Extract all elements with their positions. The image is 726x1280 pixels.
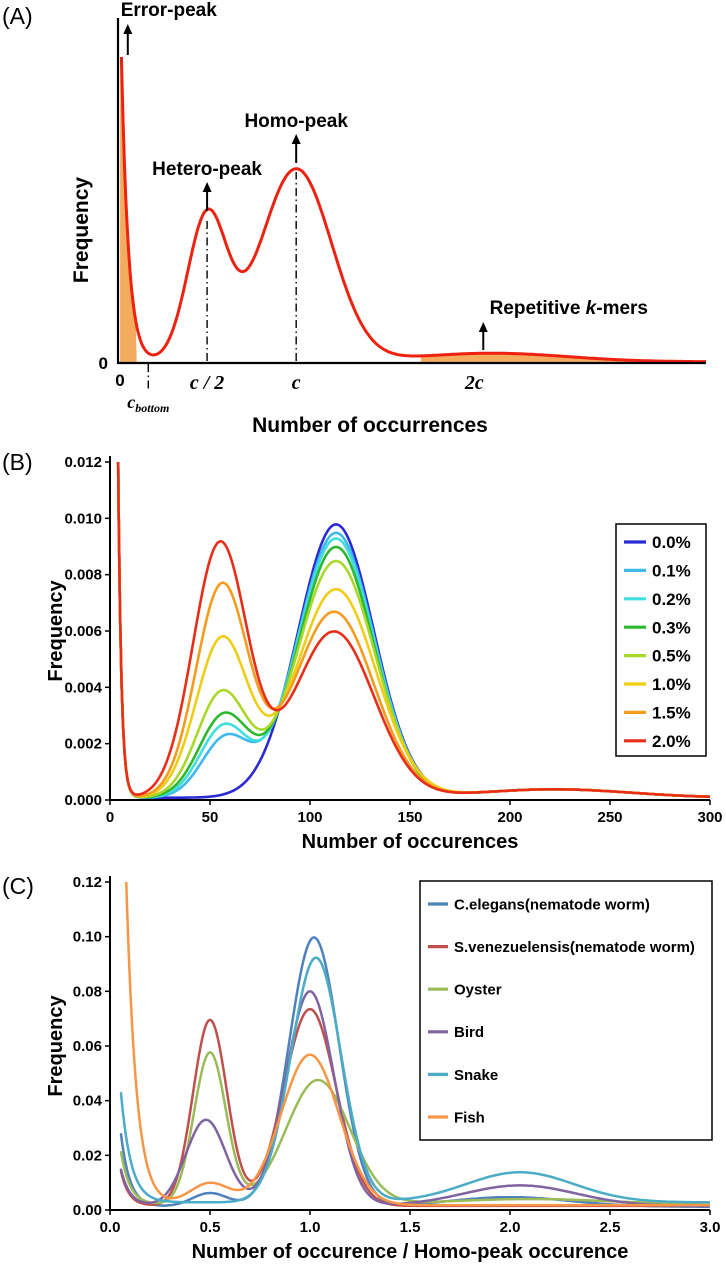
y-axis-label: Frequency bbox=[45, 580, 67, 682]
shade-region bbox=[120, 57, 137, 363]
series-Snake bbox=[119, 956, 710, 1204]
legend-label: C.elegans(nematode worm) bbox=[454, 896, 650, 913]
legend-box bbox=[615, 523, 707, 757]
y-tick-label: 0.10 bbox=[73, 929, 102, 946]
c-bottom-tick-label: cbottom bbox=[127, 392, 169, 415]
x-tick-label: 2.0 bbox=[500, 1219, 521, 1236]
annotation-label: Error-peak bbox=[121, 0, 218, 21]
legend-label: 1.5% bbox=[652, 704, 691, 723]
y-zero-label: 0 bbox=[99, 354, 108, 373]
x-tick-label: 250 bbox=[597, 809, 622, 826]
x-tick-label: 3.0 bbox=[700, 1219, 721, 1236]
legend-label: Fish bbox=[454, 1109, 485, 1126]
panel-a-plot bbox=[119, 57, 706, 363]
arrow-head-icon bbox=[123, 24, 133, 34]
y-tick-label: 0.010 bbox=[64, 510, 102, 527]
arrow-head-icon bbox=[478, 322, 488, 332]
x-tick-label: 1.0 bbox=[300, 1219, 321, 1236]
y-tick-label: 0.006 bbox=[64, 623, 102, 640]
x-tick-label: 200 bbox=[497, 809, 522, 826]
x-tick-label: 100 bbox=[297, 809, 322, 826]
x-axis-label: Number of occurences bbox=[302, 831, 519, 853]
x-tick-label: 50 bbox=[202, 809, 219, 826]
legend-label: 0.2% bbox=[652, 590, 691, 609]
x-tick-label: c bbox=[292, 372, 301, 394]
y-tick-label: 0.08 bbox=[73, 983, 102, 1000]
legend-label: 1.0% bbox=[652, 675, 691, 694]
x-axis-label: Number of occurence / Homo-peak occurenc… bbox=[192, 1241, 629, 1263]
y-tick-label: 0.00 bbox=[73, 1202, 102, 1219]
x-tick-label: 1.5 bbox=[400, 1219, 421, 1236]
x-tick-label: 0.0 bbox=[100, 1219, 121, 1236]
arrow-head-icon bbox=[202, 182, 212, 192]
x-zero-label: 0 bbox=[115, 371, 124, 390]
panel-plot bbox=[116, 462, 710, 799]
x-tick-label: 150 bbox=[397, 809, 422, 826]
panel-b-tag: (B) bbox=[2, 449, 33, 475]
series-Fish bbox=[125, 882, 710, 1207]
legend-label: Oyster bbox=[454, 982, 502, 999]
arrow-head-icon bbox=[291, 134, 301, 144]
y-tick-label: 0.002 bbox=[64, 736, 102, 753]
legend-label: 0.3% bbox=[652, 618, 691, 637]
y-tick-label: 0.06 bbox=[73, 1038, 102, 1055]
series-Bird bbox=[119, 990, 710, 1208]
y-tick-label: 0.000 bbox=[64, 792, 102, 809]
x-tick-label: 0 bbox=[106, 809, 114, 826]
panel-plot bbox=[119, 882, 710, 1208]
y-tick-label: 0.02 bbox=[73, 1147, 102, 1164]
series-2.0% bbox=[116, 462, 710, 798]
annotation-label: Repetitive k-mers bbox=[490, 298, 648, 319]
x-tick-label: c / 2 bbox=[190, 372, 224, 394]
x-axis-label: Number of occurrences bbox=[252, 414, 488, 437]
y-axis-label: Frequency bbox=[45, 995, 67, 1097]
legend-label: 2.0% bbox=[652, 732, 691, 751]
legend-label: S.venezuelensis(nematode worm) bbox=[454, 939, 695, 956]
legend-box bbox=[419, 880, 713, 1141]
y-tick-label: 0.008 bbox=[64, 567, 102, 584]
panel-c-tag: (C) bbox=[2, 873, 34, 899]
legend-label: Snake bbox=[454, 1067, 498, 1084]
schematic-curve bbox=[119, 57, 706, 363]
x-tick-label: 2.5 bbox=[600, 1219, 621, 1236]
x-tick-label: 0.5 bbox=[200, 1219, 221, 1236]
y-tick-label: 0.004 bbox=[64, 679, 102, 696]
x-tick-label: 300 bbox=[697, 809, 722, 826]
legend-label: Bird bbox=[454, 1024, 484, 1041]
y-axis-label: Frequency bbox=[70, 177, 93, 284]
panel-a-tag: (A) bbox=[2, 3, 33, 29]
y-tick-label: 0.12 bbox=[73, 874, 102, 891]
legend-label: 0.1% bbox=[652, 562, 691, 581]
legend-label: 0.0% bbox=[652, 533, 691, 552]
annotation-label: Homo-peak bbox=[244, 111, 348, 132]
annotation-label: Hetero-peak bbox=[152, 159, 262, 180]
legend-label: 0.5% bbox=[652, 647, 691, 666]
x-tick-label: 2c bbox=[464, 372, 484, 394]
y-tick-label: 0.04 bbox=[73, 1093, 103, 1110]
y-tick-label: 0.012 bbox=[64, 454, 102, 471]
